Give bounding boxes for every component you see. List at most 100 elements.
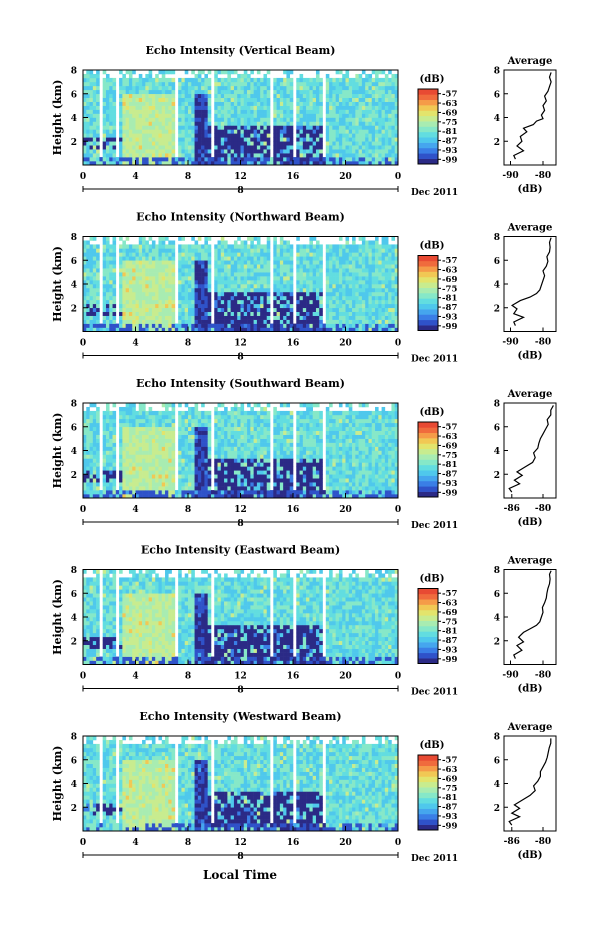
heatmap-cell [371,137,376,142]
heatmap-cell [224,137,228,142]
heatmap-cell [178,129,182,134]
heatmap-cell [122,153,126,158]
heatmap-cell [197,244,202,249]
heatmap-cell [306,129,310,134]
heatmap-cell [96,474,100,479]
heatmap-cell [145,462,149,467]
heatmap-cell [227,81,231,87]
heatmap-cell [128,414,133,420]
heatmap-cell [276,260,281,265]
heatmap-cell [352,276,356,281]
heatmap-cell [309,93,313,99]
heatmap-cell [335,295,340,301]
heatmap-cell [102,291,107,297]
heatmap-cell [365,315,369,320]
heatmap-cell [194,287,199,293]
heatmap-cell [260,280,264,285]
heatmap-cell [220,133,225,138]
heatmap-cell [197,256,202,261]
heatmap-cell [191,406,195,412]
heatmap-cell [365,81,369,87]
heatmap-cell [158,307,163,313]
heatmap-cell [266,77,271,83]
average-y-tick-label: 8 [494,233,500,243]
heatmap-cell [168,470,172,475]
colorbar-segment [418,137,438,143]
heatmap-cell [197,73,202,79]
heatmap-cell [165,264,169,269]
heatmap-cell [240,133,245,138]
heatmap-cell [92,73,97,79]
heatmap-cell [155,291,159,297]
heatmap-cell [178,157,182,162]
heatmap-cell [181,414,186,420]
heatmap-cell [168,129,172,134]
heatmap-cell [119,307,123,313]
heatmap-cell [109,319,113,324]
heatmap-cell [122,121,126,126]
heatmap-cell [83,268,87,273]
heatmap-cell [247,264,251,269]
heatmap-cell [89,414,94,420]
heatmap-cell [289,137,294,142]
heatmap-cell [191,252,195,257]
heatmap-cell [391,137,396,142]
heatmap-cell [168,145,172,150]
heatmap-cell [329,93,333,99]
heatmap-cell [86,442,90,447]
heatmap-cell [128,299,133,305]
heatmap-cell [302,149,307,154]
heatmap-cell [125,430,130,435]
heatmap-cell [112,470,117,475]
heatmap-cell [132,482,136,487]
heatmap-cell [145,438,149,443]
heatmap-cell [230,268,235,273]
heatmap-cell [204,133,208,138]
heatmap-cell [217,240,222,245]
heatmap-cell [365,291,369,297]
heatmap-cell [96,161,100,166]
heatmap-cell [161,482,166,487]
heatmap-cell [279,117,284,122]
heatmap-cell [161,105,166,110]
heatmap-cell [105,446,110,451]
heatmap-cell [184,291,189,297]
heatmap-cell [348,109,353,114]
heatmap-cell [289,287,294,293]
heatmap-cell [181,466,186,471]
heatmap-cell [92,403,97,408]
colorbar-frame [417,88,439,165]
heatmap-cell [335,264,340,269]
heatmap-cell [319,256,323,261]
heatmap-cell [276,311,281,316]
heatmap-cell [89,410,94,416]
heatmap-cell [253,161,258,166]
heatmap-cell [358,85,363,91]
heatmap-cell [342,133,346,138]
heatmap-cell [355,252,359,257]
heatmap-cell [135,454,140,459]
heatmap-cell [207,260,212,265]
heatmap-cell [276,105,281,110]
heatmap-cell [289,121,294,126]
heatmap-cell [89,272,94,277]
heatmap-cell [89,141,94,146]
heatmap-cell [125,307,130,313]
heatmap-cell [184,81,189,87]
heatmap-cell [148,287,153,293]
heatmap-cell [279,121,284,126]
heatmap-cell [329,319,333,324]
heatmap-cell [260,157,264,162]
heatmap-cell [184,418,189,424]
heatmap-cell [279,260,284,265]
heatmap-cell [237,121,241,126]
heatmap-cell [86,490,90,495]
heatmap-cell [86,474,90,479]
heatmap-cell [132,446,136,451]
heatmap-cell [247,287,251,293]
heatmap-cell [83,323,87,328]
heatmap-cell [207,303,212,309]
heatmap-cell [105,287,110,293]
heatmap-cell [352,284,356,289]
heatmap-cell [89,101,94,106]
